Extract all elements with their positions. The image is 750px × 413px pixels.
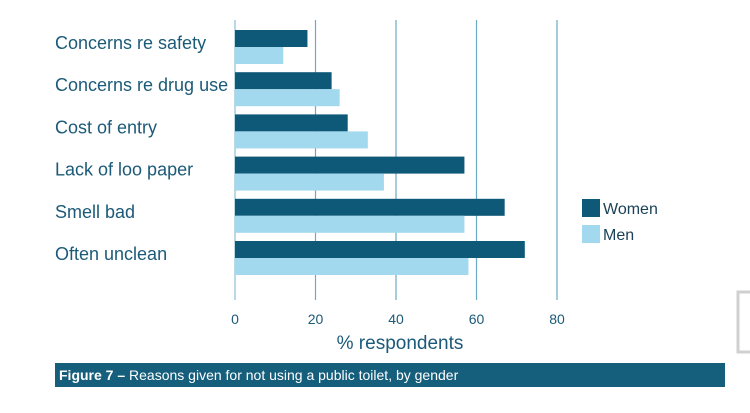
category-label: Often unclean <box>55 244 167 264</box>
bar-women-5 <box>235 241 525 258</box>
x-tick-label: 80 <box>549 311 565 327</box>
bar-women-3 <box>235 156 465 174</box>
bar-men-1 <box>235 89 340 107</box>
x-tick-label: 60 <box>469 311 485 327</box>
bar-women-1 <box>235 72 332 90</box>
bar-women-2 <box>235 114 348 132</box>
x-tick-label: 0 <box>231 311 239 327</box>
bars <box>235 30 525 275</box>
category-label: Cost of entry <box>55 117 157 137</box>
category-label: Concerns re safety <box>55 33 206 53</box>
tick-labels: 0 20 40 60 80 <box>231 311 565 327</box>
figure-caption: Figure 7 – Reasons given for not using a… <box>55 363 725 387</box>
category-label: Concerns re drug use <box>55 75 228 95</box>
caption-text: Reasons given for not using a public toi… <box>125 367 459 383</box>
bar-women-4 <box>235 198 505 216</box>
legend-swatch-women <box>582 199 600 217</box>
page-corner-decoration <box>736 290 750 354</box>
legend-swatch-men <box>582 225 600 243</box>
legend: Women Men <box>582 199 658 244</box>
bar-men-4 <box>235 215 465 233</box>
bar-women-0 <box>235 30 308 47</box>
x-axis-title: % respondents <box>337 333 464 354</box>
x-tick-label: 40 <box>388 311 404 327</box>
category-label: Lack of loo paper <box>55 160 193 180</box>
bar-men-2 <box>235 131 368 149</box>
category-label: Smell bad <box>55 202 135 222</box>
bar-men-5 <box>235 258 469 275</box>
x-tick-label: 20 <box>308 311 324 327</box>
caption-label: Figure 7 – <box>59 367 126 383</box>
bar-men-0 <box>235 47 284 64</box>
bar-men-3 <box>235 173 384 191</box>
category-labels: Concerns re safety Concerns re drug use Co… <box>55 33 228 264</box>
legend-label-men: Men <box>603 227 634 244</box>
legend-label-women: Women <box>603 201 658 218</box>
